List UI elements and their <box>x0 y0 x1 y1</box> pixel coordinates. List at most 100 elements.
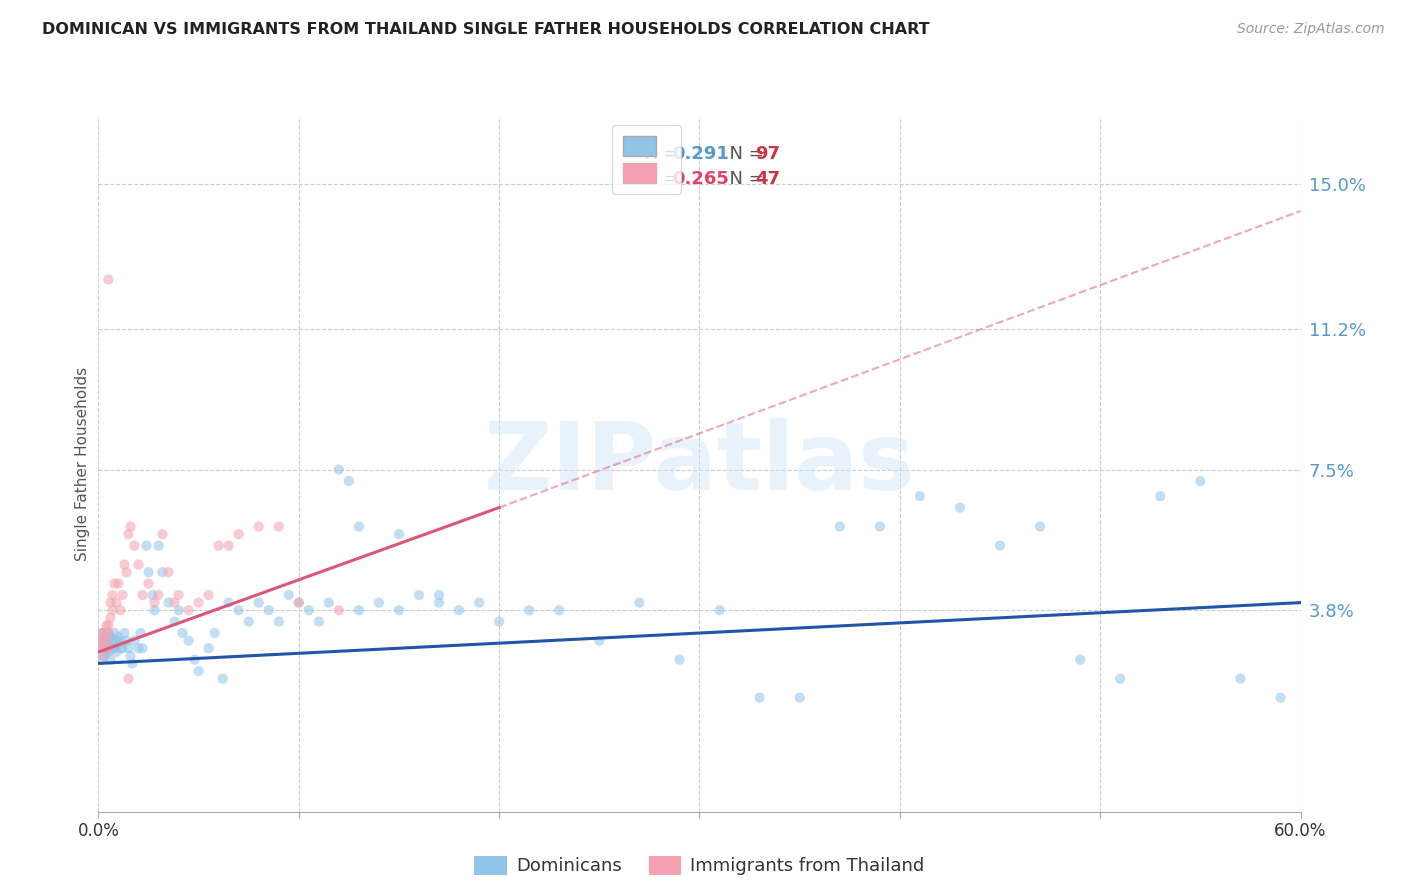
Point <box>96 645 118 659</box>
Point <box>163 596 186 610</box>
Point <box>96 633 118 648</box>
Point <box>1189 474 1212 488</box>
Point <box>288 596 311 610</box>
Point <box>111 588 134 602</box>
Point <box>1069 653 1091 667</box>
Point <box>110 633 132 648</box>
Point <box>143 603 166 617</box>
Point <box>408 588 430 602</box>
Point <box>120 648 142 663</box>
Point <box>131 588 153 602</box>
Point <box>124 633 146 648</box>
Point <box>100 611 122 625</box>
Point <box>138 565 160 579</box>
Point <box>308 615 330 629</box>
Text: ZIPatlas: ZIPatlas <box>484 417 915 510</box>
Point <box>107 630 129 644</box>
Point <box>447 603 470 617</box>
Point <box>183 653 205 667</box>
Point <box>204 626 226 640</box>
Point <box>114 558 136 572</box>
Point <box>110 603 132 617</box>
Point <box>114 626 136 640</box>
Point <box>152 527 174 541</box>
Point <box>135 539 157 553</box>
Point <box>124 539 146 553</box>
Point <box>105 633 128 648</box>
Point <box>107 576 129 591</box>
Point <box>96 637 118 651</box>
Point <box>328 462 350 476</box>
Point <box>89 633 111 648</box>
Point <box>228 527 250 541</box>
Point <box>167 588 190 602</box>
Point <box>91 641 114 656</box>
Point <box>121 657 143 671</box>
Point <box>148 539 170 553</box>
Point <box>93 641 115 656</box>
Point <box>91 626 114 640</box>
Point <box>388 527 411 541</box>
Point <box>218 596 240 610</box>
Point <box>388 603 411 617</box>
Point <box>298 603 321 617</box>
Point <box>97 272 120 286</box>
Point <box>1229 672 1251 686</box>
Text: 97: 97 <box>755 145 780 163</box>
Point <box>89 641 111 656</box>
Point <box>197 588 219 602</box>
Point <box>103 626 125 640</box>
Point <box>267 615 290 629</box>
Point <box>100 653 122 667</box>
Point <box>101 641 124 656</box>
Point <box>91 633 114 648</box>
Point <box>105 645 128 659</box>
Point <box>89 641 111 656</box>
Text: R =: R = <box>645 170 685 188</box>
Point <box>93 648 115 663</box>
Point <box>208 539 231 553</box>
Text: N =: N = <box>717 170 769 188</box>
Point <box>1029 519 1052 533</box>
Point <box>91 626 114 640</box>
Point <box>187 596 209 610</box>
Point <box>93 633 115 648</box>
Point <box>228 603 250 617</box>
Point <box>91 648 114 663</box>
Point <box>267 519 290 533</box>
Point <box>1149 489 1171 503</box>
Point <box>988 539 1011 553</box>
Point <box>89 633 111 648</box>
Legend: Dominicans, Immigrants from Thailand: Dominicans, Immigrants from Thailand <box>467 849 932 883</box>
Point <box>152 565 174 579</box>
Point <box>110 641 132 656</box>
Text: R =: R = <box>645 145 685 163</box>
Point <box>91 653 114 667</box>
Point <box>218 539 240 553</box>
Point <box>97 633 120 648</box>
Point <box>748 690 770 705</box>
Point <box>427 596 450 610</box>
Text: 0.291: 0.291 <box>672 145 728 163</box>
Point <box>129 626 152 640</box>
Point <box>347 519 370 533</box>
Point <box>101 588 124 602</box>
Point <box>187 664 209 678</box>
Text: N =: N = <box>717 145 769 163</box>
Point <box>101 603 124 617</box>
Point <box>105 596 128 610</box>
Point <box>628 596 651 610</box>
Point <box>1109 672 1132 686</box>
Point <box>588 633 610 648</box>
Point <box>548 603 571 617</box>
Point <box>100 596 122 610</box>
Point <box>157 565 180 579</box>
Point <box>257 603 280 617</box>
Point <box>709 603 731 617</box>
Point <box>277 588 299 602</box>
Point <box>93 641 115 656</box>
Point <box>177 633 200 648</box>
Point <box>172 626 194 640</box>
Point <box>247 519 270 533</box>
Point <box>96 630 118 644</box>
